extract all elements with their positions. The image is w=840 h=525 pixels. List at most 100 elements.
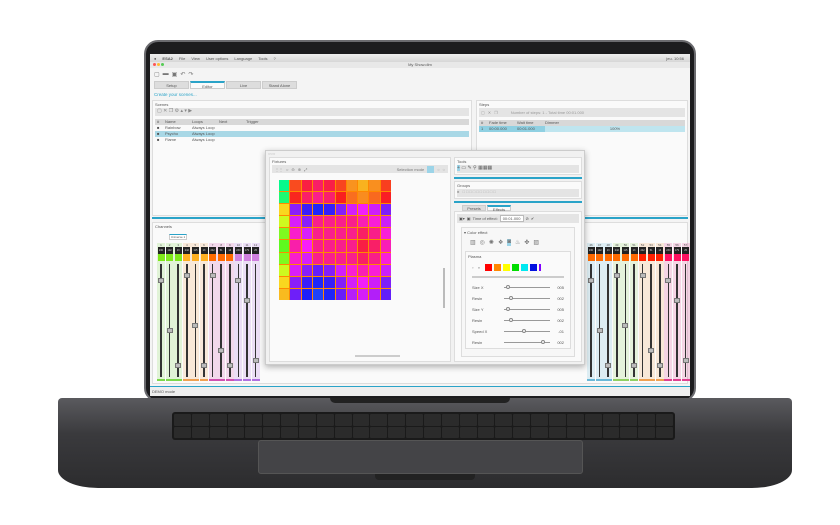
- minimize-button[interactable]: [157, 63, 160, 66]
- channel-fader[interactable]: 57 25: [681, 243, 690, 381]
- grid-icon[interactable]: ⋮⋮: [275, 166, 283, 172]
- channel-fader[interactable]: 48 13: [604, 243, 613, 381]
- undo-icon[interactable]: ↶: [180, 71, 186, 78]
- fixture-cell[interactable]: [279, 288, 290, 300]
- channel-fader[interactable]: 7 242: [208, 243, 217, 381]
- fixture-cell[interactable]: [279, 216, 290, 228]
- fixture-cell[interactable]: [335, 240, 346, 252]
- palette-color[interactable]: [529, 264, 537, 271]
- slider-handle[interactable]: [522, 329, 527, 333]
- palette-scrollbar[interactable]: [472, 276, 564, 278]
- fixture-cell[interactable]: [358, 276, 369, 288]
- fixture-cell[interactable]: [312, 264, 324, 276]
- fixture-cell[interactable]: [369, 288, 380, 300]
- fixture-cell[interactable]: [358, 288, 369, 300]
- close-button[interactable]: [153, 63, 156, 66]
- slider-handle[interactable]: [506, 285, 511, 289]
- fixture-cell[interactable]: [290, 264, 301, 276]
- fader-knob[interactable]: [192, 323, 199, 328]
- burst-icon[interactable]: ✺: [488, 240, 494, 246]
- up-icon[interactable]: ▴: [180, 108, 183, 114]
- palette-color[interactable]: [511, 264, 519, 271]
- palette-color[interactable]: [493, 264, 501, 271]
- fixture-cell[interactable]: [301, 240, 312, 252]
- fixture-cell[interactable]: [301, 288, 312, 300]
- menu-view[interactable]: View: [191, 55, 200, 61]
- fader-knob[interactable]: [244, 298, 250, 303]
- scrollbar[interactable]: [443, 268, 445, 308]
- fixture-cell[interactable]: [346, 228, 358, 240]
- fixture-cell[interactable]: [369, 228, 380, 240]
- time-input[interactable]: 00:01.000: [499, 215, 524, 222]
- fixture-cell[interactable]: [369, 276, 380, 288]
- fixture-cell[interactable]: [335, 252, 346, 264]
- fader-knob[interactable]: [226, 363, 233, 368]
- channel-fader[interactable]: 46 230: [587, 243, 595, 381]
- fixture-cell[interactable]: [324, 276, 335, 288]
- fixture-grid[interactable]: [279, 180, 391, 300]
- fixture-cell[interactable]: [346, 288, 358, 300]
- fixture-cell[interactable]: [358, 180, 369, 192]
- fader-knob[interactable]: [158, 278, 164, 283]
- fader-knob[interactable]: [596, 328, 603, 333]
- slider-handle[interactable]: [508, 296, 513, 300]
- palette-add-icon[interactable]: ▫: [472, 265, 474, 270]
- fixture-cell[interactable]: [335, 276, 346, 288]
- zoom-out-icon[interactable]: ⊖: [291, 166, 295, 172]
- fixture-cell[interactable]: [279, 264, 290, 276]
- scene-row[interactable]: ■ Psycho Always Loop: [155, 131, 469, 137]
- step-row[interactable]: 1 00:00.000 00:01.000 100%: [479, 126, 685, 132]
- fixture-cell[interactable]: [312, 204, 324, 216]
- fixture-cell[interactable]: [290, 204, 301, 216]
- fader-knob[interactable]: [166, 328, 173, 333]
- channel-fader[interactable]: 4 242: [182, 243, 191, 381]
- scene-row[interactable]: ■ Rainbow Always Loop: [157, 125, 215, 130]
- swirl-icon[interactable]: ✤: [524, 240, 530, 246]
- scene-row[interactable]: ■ Flame Always Loop: [157, 137, 215, 142]
- fader-knob[interactable]: [201, 363, 207, 368]
- save-effect-icon[interactable]: ▣: [466, 216, 471, 221]
- fixture-cell[interactable]: [301, 180, 312, 192]
- palette-color[interactable]: [484, 264, 492, 271]
- slider-handle[interactable]: [508, 318, 513, 322]
- plasma-icon[interactable]: ◙: [507, 239, 511, 246]
- channel-fader[interactable]: 54 13: [655, 243, 664, 381]
- delete-scene-icon[interactable]: ✕: [163, 108, 168, 114]
- fader-knob[interactable]: [682, 358, 689, 363]
- channel-fader[interactable]: 12 25: [251, 243, 260, 381]
- fixture-cell[interactable]: [312, 216, 324, 228]
- tab-stand-alone[interactable]: Stand Alone: [262, 81, 297, 89]
- tab-presets[interactable]: Presets: [462, 205, 486, 211]
- slider-track[interactable]: [504, 329, 550, 333]
- fixture-cell[interactable]: [346, 252, 358, 264]
- fixture-cell[interactable]: [324, 180, 335, 192]
- fixture-cell[interactable]: [312, 180, 324, 192]
- fixture-cell[interactable]: [290, 216, 301, 228]
- fixture-cell[interactable]: [312, 228, 324, 240]
- spiral-icon[interactable]: ◎: [479, 240, 485, 246]
- fixture-cell[interactable]: [358, 264, 369, 276]
- fixture-cell[interactable]: [335, 192, 346, 204]
- delete-step-icon[interactable]: ✕: [487, 110, 492, 115]
- fixture-cell[interactable]: [346, 276, 358, 288]
- reset-icon[interactable]: ⊘: [525, 216, 529, 221]
- tab-universe-1[interactable]: Universe 1: [169, 234, 187, 240]
- fixture-cell[interactable]: [346, 216, 358, 228]
- channel-fader[interactable]: 6 13: [200, 243, 208, 381]
- fader-knob[interactable]: [209, 273, 216, 278]
- fixture-cell[interactable]: [324, 228, 335, 240]
- fixture-cell[interactable]: [301, 276, 312, 288]
- fader-knob[interactable]: [613, 273, 620, 278]
- palette-remove-icon[interactable]: ▪: [478, 265, 480, 270]
- channel-fader[interactable]: 9 13: [225, 243, 234, 381]
- pen-icon[interactable]: ✎: [467, 165, 472, 171]
- lasso-icon[interactable]: ◌: [437, 166, 440, 172]
- fixture-cell[interactable]: [301, 228, 312, 240]
- slider-track[interactable]: [504, 340, 550, 344]
- fader-knob[interactable]: [674, 298, 680, 303]
- slider-track[interactable]: [504, 296, 550, 300]
- fixture-cell[interactable]: [369, 192, 380, 204]
- fixture-cell[interactable]: [324, 216, 335, 228]
- add-step-icon[interactable]: ▢: [481, 110, 485, 115]
- menu-language[interactable]: Language: [234, 55, 253, 61]
